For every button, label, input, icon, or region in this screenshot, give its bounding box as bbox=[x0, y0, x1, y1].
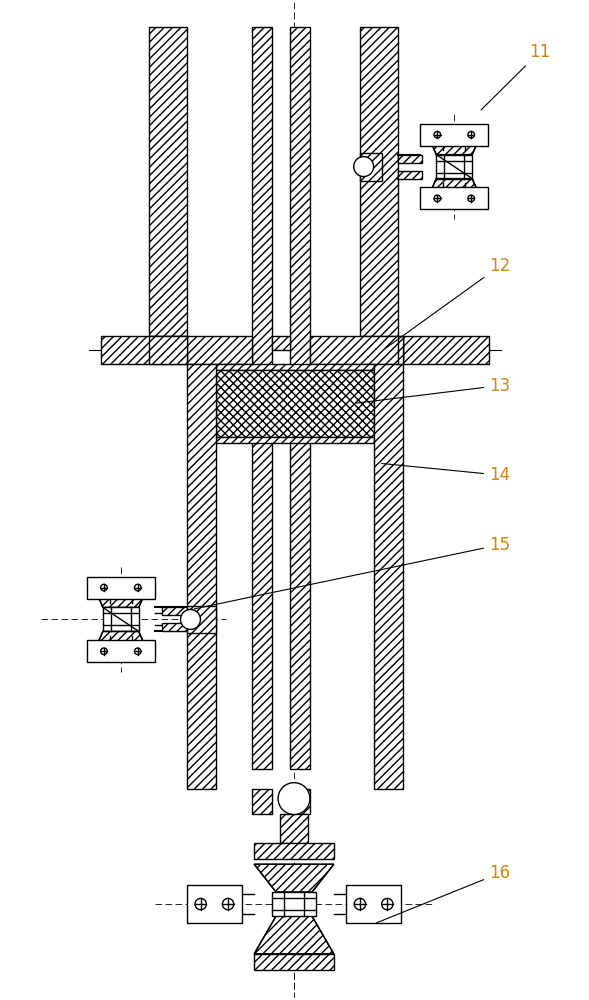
Text: 12: 12 bbox=[386, 257, 510, 348]
Bar bbox=[254, 843, 334, 859]
Bar bbox=[103, 607, 139, 631]
Polygon shape bbox=[254, 916, 334, 954]
Bar bbox=[161, 607, 187, 615]
Circle shape bbox=[134, 584, 141, 591]
Bar bbox=[187, 885, 241, 923]
Polygon shape bbox=[429, 179, 479, 194]
Text: 16: 16 bbox=[376, 864, 510, 923]
Bar bbox=[187, 364, 216, 789]
Bar bbox=[290, 27, 310, 769]
Bar bbox=[373, 364, 403, 789]
Circle shape bbox=[223, 898, 234, 910]
Polygon shape bbox=[96, 592, 145, 607]
Bar bbox=[360, 153, 382, 181]
Text: 14: 14 bbox=[381, 463, 510, 484]
Circle shape bbox=[101, 648, 107, 655]
Circle shape bbox=[434, 131, 441, 138]
Bar bbox=[148, 27, 187, 336]
Bar bbox=[216, 437, 373, 443]
Bar bbox=[272, 892, 316, 916]
Polygon shape bbox=[254, 864, 334, 892]
Bar bbox=[187, 336, 252, 364]
Bar bbox=[101, 336, 187, 364]
Bar bbox=[148, 336, 187, 364]
Circle shape bbox=[134, 648, 141, 655]
Circle shape bbox=[354, 157, 373, 177]
Bar bbox=[421, 124, 488, 146]
Bar bbox=[272, 336, 290, 350]
Polygon shape bbox=[429, 139, 479, 155]
Circle shape bbox=[195, 898, 206, 910]
Text: 13: 13 bbox=[356, 377, 510, 403]
Circle shape bbox=[181, 609, 200, 629]
Circle shape bbox=[382, 898, 393, 910]
Bar bbox=[290, 789, 310, 814]
Bar bbox=[216, 370, 373, 437]
Bar bbox=[254, 954, 334, 970]
Circle shape bbox=[354, 898, 366, 910]
Bar bbox=[87, 640, 155, 662]
Text: 15: 15 bbox=[194, 536, 510, 609]
Bar bbox=[216, 364, 373, 370]
Bar bbox=[436, 155, 472, 179]
Bar bbox=[398, 171, 422, 179]
Circle shape bbox=[468, 195, 475, 202]
Bar bbox=[398, 155, 422, 163]
Bar bbox=[161, 623, 187, 631]
Polygon shape bbox=[96, 631, 145, 647]
Bar bbox=[310, 336, 403, 364]
Bar bbox=[421, 187, 488, 209]
Bar bbox=[187, 606, 216, 633]
Circle shape bbox=[101, 584, 107, 591]
Circle shape bbox=[278, 783, 310, 815]
Bar bbox=[346, 885, 401, 923]
Bar bbox=[87, 577, 155, 599]
Circle shape bbox=[468, 131, 475, 138]
Bar bbox=[280, 814, 308, 843]
Bar bbox=[252, 27, 272, 769]
Text: 11: 11 bbox=[481, 43, 550, 110]
Bar bbox=[398, 336, 403, 364]
Bar bbox=[403, 336, 489, 364]
Bar bbox=[360, 27, 398, 336]
Circle shape bbox=[434, 195, 441, 202]
Bar bbox=[252, 789, 272, 814]
